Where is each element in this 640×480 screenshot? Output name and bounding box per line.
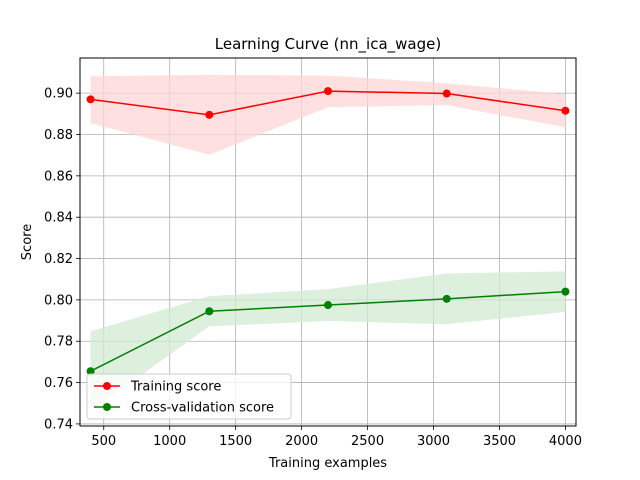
point-series-1 — [205, 307, 214, 316]
point-series-1 — [442, 294, 451, 303]
y-tick-label: 0.82 — [44, 252, 73, 267]
y-tick-label: 0.88 — [44, 128, 73, 143]
legend-box — [86, 373, 292, 420]
legend: Training score Cross-validation score — [86, 373, 292, 420]
point-series-1 — [324, 301, 332, 310]
legend-marker-training — [103, 382, 111, 390]
x-tick-label: 3500 — [483, 434, 516, 449]
legend-marker-cv — [103, 403, 111, 411]
y-axis-label: Score — [20, 224, 35, 260]
y-tick-label: 0.84 — [44, 211, 73, 226]
x-tick-label: 1000 — [153, 434, 186, 449]
y-tick-label: 0.74 — [44, 417, 73, 432]
series-points — [86, 87, 570, 376]
x-tick-label: 2500 — [351, 434, 384, 449]
plot-frame — [79, 57, 577, 427]
axis-ticks: 500 1000 1500 2000 2500 3000 3500 4000 0.74 0.76 0… — [44, 87, 582, 449]
point-series-1 — [561, 287, 570, 296]
band-series-1 — [90, 271, 566, 412]
legend-label-cv: Cross-validation score — [131, 401, 274, 416]
x-tick-label: 1500 — [219, 434, 252, 449]
point-series-0 — [561, 106, 570, 115]
x-tick-label: 500 — [91, 434, 116, 449]
y-tick-label: 0.90 — [44, 87, 73, 102]
legend-label-training: Training score — [130, 380, 221, 395]
chart-title: Learning Curve (nn_ica_wage) — [215, 35, 441, 54]
x-axis-label: Training examples — [268, 456, 387, 471]
y-tick-label: 0.80 — [44, 293, 73, 308]
point-series-0 — [442, 89, 451, 98]
y-tick-label: 0.86 — [44, 169, 73, 184]
x-tick-label: 2000 — [285, 434, 318, 449]
x-tick-label: 4000 — [549, 434, 582, 449]
point-series-0 — [205, 110, 214, 119]
point-series-0 — [86, 95, 95, 104]
y-tick-label: 0.78 — [44, 335, 73, 350]
y-tick-label: 0.76 — [44, 376, 73, 391]
point-series-0 — [324, 87, 332, 96]
point-series-1 — [86, 367, 95, 376]
x-tick-label: 3000 — [417, 434, 450, 449]
